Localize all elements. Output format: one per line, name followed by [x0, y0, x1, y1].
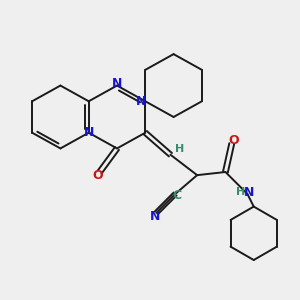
Text: H: H [175, 144, 184, 154]
Text: N: N [149, 209, 160, 223]
Text: H: H [236, 188, 245, 197]
Text: C: C [172, 189, 181, 202]
Text: N: N [112, 77, 122, 91]
Text: N: N [83, 126, 94, 139]
Text: O: O [228, 134, 238, 147]
Text: N: N [244, 186, 254, 199]
Text: O: O [93, 169, 104, 182]
Text: N: N [135, 95, 146, 108]
